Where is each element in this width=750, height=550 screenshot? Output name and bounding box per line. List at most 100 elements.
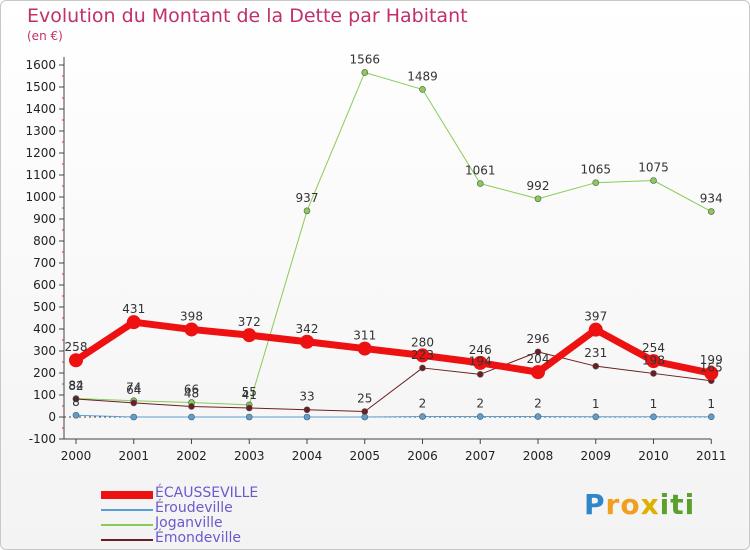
- logo-letter: P: [584, 488, 606, 521]
- data-point: [245, 404, 253, 412]
- data-point: [188, 413, 195, 421]
- y-tick-label: 800: [33, 234, 56, 248]
- data-label: 74: [126, 381, 141, 395]
- x-tick-label: 2008: [523, 449, 554, 463]
- data-label: 2: [476, 397, 484, 411]
- logo-letter: x: [640, 488, 660, 521]
- y-tick-label: 1100: [25, 168, 56, 182]
- y-tick-label: 100: [33, 388, 56, 402]
- data-point: [188, 403, 195, 410]
- data-label: 204: [527, 352, 550, 366]
- legend-swatch: [101, 491, 153, 499]
- data-point: [646, 354, 661, 369]
- data-point: [361, 408, 369, 415]
- y-tick-label: 1600: [25, 58, 56, 72]
- data-point: [476, 180, 484, 187]
- y-tick-label: 400: [33, 322, 56, 336]
- data-point: [72, 411, 80, 419]
- data-label: 41: [242, 388, 257, 402]
- data-point: [126, 315, 141, 330]
- legend-label: ÉCAUSSEVILLE: [155, 485, 259, 501]
- x-tick-label: 2006: [407, 449, 438, 463]
- data-label: 431: [122, 302, 145, 316]
- data-point: [184, 322, 199, 337]
- x-tick-label: 2005: [349, 449, 380, 463]
- data-label: 258: [65, 340, 88, 354]
- data-point: [707, 208, 715, 215]
- y-tick-label: 1300: [25, 124, 56, 138]
- data-label: 33: [299, 390, 314, 404]
- chart-title: Evolution du Montant de la Dette par Hab…: [27, 5, 468, 27]
- y-tick-label: 0: [48, 410, 56, 424]
- data-label: 55: [242, 385, 257, 399]
- data-label: 280: [411, 335, 434, 349]
- data-point: [303, 207, 311, 215]
- data-point: [303, 413, 311, 421]
- data-point: [361, 413, 369, 421]
- data-point: [69, 353, 83, 368]
- x-tick-label: 2000: [61, 449, 92, 463]
- data-label: 2: [534, 397, 542, 411]
- data-label: 397: [584, 310, 607, 324]
- x-tick-label: 2011: [696, 449, 727, 463]
- data-point: [650, 370, 657, 377]
- legend-swatch: [101, 524, 153, 526]
- data-label: 342: [296, 322, 319, 336]
- data-label: 1065: [580, 163, 611, 177]
- y-tick-label: 600: [33, 278, 56, 292]
- data-point: [245, 413, 253, 421]
- data-point: [242, 328, 257, 343]
- data-label: 246: [469, 343, 492, 357]
- chart-subtitle: (en €): [27, 29, 63, 43]
- y-tick-label: 900: [33, 212, 56, 226]
- data-point: [130, 413, 138, 421]
- y-tick-label: 300: [33, 344, 56, 358]
- y-tick-label: 1200: [25, 146, 56, 160]
- data-label: 231: [584, 346, 607, 360]
- data-point: [592, 179, 600, 186]
- data-label: 1061: [465, 164, 496, 178]
- data-point: [476, 413, 484, 420]
- data-point: [534, 413, 542, 420]
- data-label: 199: [700, 353, 723, 367]
- y-tick-label: 1500: [25, 80, 56, 94]
- data-label: 64: [126, 383, 141, 397]
- data-label: 937: [296, 191, 319, 205]
- data-label: 992: [527, 179, 550, 193]
- data-label: 311: [353, 329, 376, 343]
- data-label: 934: [700, 192, 723, 206]
- series-line-3: [75, 351, 712, 412]
- y-tick-label: 200: [33, 366, 56, 380]
- legend-label: Émondeville: [155, 530, 241, 546]
- logo-letter: i: [684, 488, 696, 521]
- legend-label: Joganville: [155, 515, 223, 531]
- series-line-0: [74, 318, 712, 377]
- x-tick-label: 2004: [292, 449, 323, 463]
- logo-letter: r: [605, 488, 621, 521]
- data-label: 165: [700, 361, 723, 375]
- data-point: [357, 341, 372, 356]
- data-label: 82: [68, 379, 83, 393]
- data-label: 223: [411, 348, 434, 362]
- y-tick-label: 700: [33, 256, 56, 270]
- data-label: 398: [180, 309, 203, 323]
- data-point: [650, 177, 657, 184]
- data-label: 194: [469, 354, 492, 368]
- logo-letter: o: [620, 488, 641, 521]
- data-point: [361, 69, 369, 76]
- data-label: 254: [642, 341, 665, 355]
- data-label: 1489: [407, 69, 438, 83]
- data-point: [419, 86, 426, 93]
- data-label: 2: [419, 397, 427, 411]
- series-line-2: [75, 71, 712, 406]
- y-tick-label: 500: [33, 300, 56, 314]
- logo-letter: t: [670, 488, 685, 521]
- legend-label: Éroudeville: [155, 500, 233, 516]
- data-label: 372: [238, 315, 261, 329]
- x-tick-label: 2007: [465, 449, 496, 463]
- data-point: [534, 348, 542, 356]
- data-label: 198: [642, 353, 665, 367]
- data-point: [704, 366, 719, 381]
- y-tick-label: 1000: [25, 190, 56, 204]
